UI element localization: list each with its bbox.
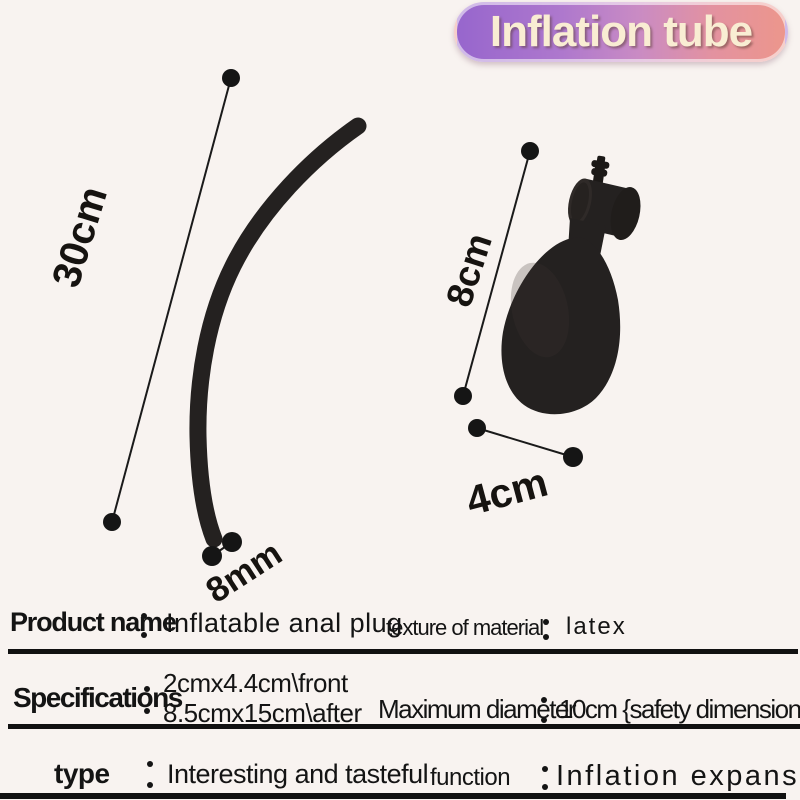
spec-row1-value: Inflatable anal plug bbox=[166, 608, 403, 638]
colon-separator bbox=[543, 619, 550, 640]
spec-row1-value2: latex bbox=[566, 613, 627, 640]
colon-separator bbox=[147, 761, 154, 788]
spec-row1-label2: texture of material bbox=[386, 615, 544, 640]
colon-separator bbox=[542, 766, 549, 790]
measure-line-30cm bbox=[103, 69, 240, 531]
spec-row2-value: 2cmx4.4cm\front 8.5cmx15cm\after bbox=[163, 668, 362, 728]
spec-row2-value-line2: 8.5cmx15cm\after bbox=[163, 698, 362, 728]
spec-row1-label: Product name bbox=[10, 607, 177, 637]
measure-line-8cm bbox=[454, 142, 539, 405]
spec-row3-value2: Inflation expansion bbox=[556, 760, 800, 792]
title-banner: Inflation tube bbox=[454, 2, 788, 62]
spec-row3-value: Interesting and tasteful bbox=[167, 759, 429, 789]
measure-line-4cm bbox=[468, 419, 583, 467]
pump-bulb-image bbox=[501, 155, 641, 415]
colon-separator bbox=[144, 686, 151, 714]
spec-row2-label: Specifications bbox=[13, 682, 183, 713]
title-banner-label: Inflation tube bbox=[489, 7, 753, 56]
table-divider bbox=[0, 793, 786, 799]
tube-image bbox=[189, 117, 367, 548]
spec-row3-label: type bbox=[54, 758, 110, 789]
measure-line-8mm bbox=[202, 532, 242, 566]
spec-row3-label2: function bbox=[430, 764, 511, 791]
table-divider bbox=[8, 649, 798, 654]
spec-row2-value-line1: 2cmx4.4cm\front bbox=[163, 668, 348, 698]
spec-row2-value2: 10cm {safety dimension 6cm} bbox=[559, 694, 800, 724]
colon-separator bbox=[541, 697, 548, 723]
colon-separator bbox=[141, 613, 148, 638]
table-divider bbox=[8, 724, 800, 729]
